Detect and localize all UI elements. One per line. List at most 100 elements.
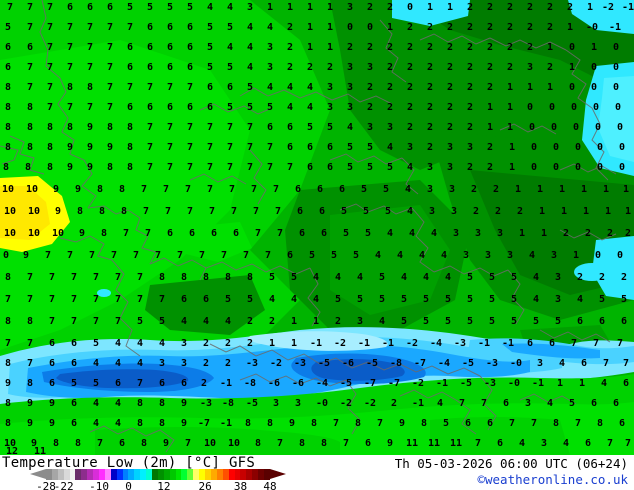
grid-value: 7 [86,42,94,53]
grid-value: 2 [224,358,232,369]
grid-value: 4 [114,358,122,369]
grid-value: 6 [206,82,214,93]
grid-value: 6 [70,398,78,409]
grid-value: 4 [440,250,448,261]
grid-value: 2 [486,162,494,173]
grid-value: 2 [526,42,534,53]
grid-value: 7 [530,418,538,429]
grid-value: 7 [70,272,78,283]
grid-value: 7 [480,398,488,409]
grid-value: 1 [268,338,276,349]
grid-value: 1 [586,2,594,13]
grid-value: 2 [446,102,454,113]
grid-value: 8 [4,272,12,283]
grid-value: 2 [506,22,514,33]
grid-value: 7 [254,228,262,239]
grid-value: 7 [146,82,154,93]
grid-value: 2 [334,316,342,327]
grid-value: 9 [48,418,56,429]
grid-value: 3 [466,142,474,153]
grid-value: 8 [320,438,328,449]
grid-value: 7 [46,82,54,93]
grid-value: 5 [362,206,370,217]
grid-value: 5 [510,272,518,283]
grid-value: 0 [550,122,558,133]
grid-value: 9 [66,162,74,173]
grid-value: 2 [546,2,554,13]
grid-value: 2 [526,2,534,13]
grid-value: 5 [136,316,144,327]
grid-value: 6 [320,228,328,239]
grid-value: 1 [604,206,612,217]
grid-value: 8 [420,418,428,429]
grid-value: 8 [26,316,34,327]
legend-tick: 26 [198,480,212,490]
grid-value: 8 [4,398,12,409]
grid-value: 2 [506,2,514,13]
grid-value: 5 [444,316,452,327]
grid-value: 5 [158,316,166,327]
grid-value: 2 [386,62,394,73]
grid-value: 5 [466,272,474,283]
grid-value: 3 [462,250,470,261]
grid-value: 10 [25,184,39,195]
grid-value: 8 [266,418,274,429]
grid-value: 1 [546,82,554,93]
grid-value: 1 [624,206,632,217]
grid-value: 3 [446,162,454,173]
grid-value: -3 [483,378,497,389]
grid-value: -7 [363,378,377,389]
grid-value: 7 [220,250,228,261]
grid-value: 2 [406,102,414,113]
grid-value: 0 [596,162,604,173]
grid-value: 2 [470,184,478,195]
grid-value: 2 [466,62,474,73]
grid-value: 6 [70,358,78,369]
grid-value: 7 [142,206,150,217]
grid-value: 7 [26,82,34,93]
grid-value: 7 [88,250,96,261]
grid-value: 5 [466,316,474,327]
grid-value: 3 [540,438,548,449]
grid-value: 1 [426,2,434,13]
grid-value: 1 [266,2,274,13]
grid-value: 3 [180,338,188,349]
grid-value: 7 [186,162,194,173]
grid-value: 2 [246,338,254,349]
grid-value: 5 [366,162,374,173]
temperature-map[interactable]: 7 7 7 6 6 6 5 5 5 5 4 4 3 1 1 1 1 3 2 2 0 1 1 2 2 2 2 2 2 1 -2 -1 5 7 7 7 7 7… [0,0,634,455]
grid-value: 5 [554,316,562,327]
grid-value: -1 [309,338,323,349]
grid-value: 4 [562,438,570,449]
grid-value: 6 [496,438,504,449]
grid-value: 7 [4,294,12,305]
grid-value: 5 [356,294,364,305]
grid-value: 6 [186,22,194,33]
grid-value: 6 [126,42,134,53]
grid-value: 4 [246,42,254,53]
grid-value: 10 [203,438,217,449]
grid-value: 4 [356,272,364,283]
color-scale-legend[interactable]: -28 -22 -10 0 12 26 38 48 [30,469,286,490]
grid-value: 5 [378,272,386,283]
grid-value: 3 [448,184,456,195]
grid-value: 5 [146,2,154,13]
grid-value: 9 [54,206,62,217]
grid-value: 7 [616,338,624,349]
grid-value: -7 [387,378,401,389]
grid-value: 1 [578,378,586,389]
grid-value: 1 [506,122,514,133]
grid-value: -5 [339,378,353,389]
grid-value: 9 [48,398,56,409]
grid-value: -1 [219,418,233,429]
grid-value: 4 [246,22,254,33]
grid-value: 9 [398,418,406,429]
grid-value: 6 [612,398,620,409]
grid-value: 0 [614,102,622,113]
grid-value: 3 [326,102,334,113]
grid-value: 4 [430,228,438,239]
grid-value: 7 [106,82,114,93]
grid-value: -1 [501,338,515,349]
grid-value: 7 [26,294,34,305]
grid-value: 1 [526,82,534,93]
